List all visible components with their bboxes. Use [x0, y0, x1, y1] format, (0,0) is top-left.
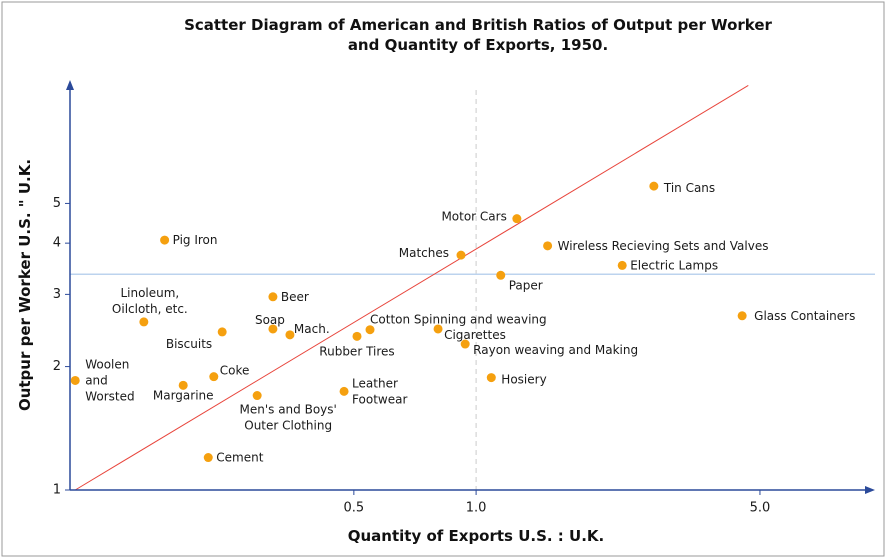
point-label: Electric Lamps: [630, 258, 718, 272]
y-tick-label: 1: [53, 483, 61, 498]
chart-title: Scatter Diagram of American and British …: [184, 16, 772, 54]
point: [365, 325, 375, 335]
x-axis-arrow: [865, 486, 875, 494]
point: [160, 235, 170, 245]
point: [209, 372, 219, 382]
point-label: Rayon weaving and Making: [473, 343, 638, 357]
x-tick-label: 5.0: [750, 501, 771, 516]
y-tick-label: 3: [53, 287, 61, 302]
point: [512, 214, 522, 224]
point-label: Linoleum, Oilcloth, etc.: [112, 285, 188, 315]
point: [203, 453, 213, 463]
y-tick-label: 5: [53, 196, 61, 211]
point-label: Woolen and Worsted: [85, 357, 134, 403]
point: [649, 181, 659, 191]
point-label: Glass Containers: [754, 308, 855, 322]
point: [217, 327, 227, 337]
point: [496, 270, 506, 280]
point: [252, 391, 262, 401]
point-label: Wireless Recieving Sets and Valves: [558, 238, 769, 252]
x-axis-title: Quantity of Exports U.S. : U.K.: [348, 527, 604, 545]
point: [737, 311, 747, 321]
y-tick-label: 2: [53, 359, 61, 374]
point-label: Cotton Spinning and weaving: [370, 312, 547, 326]
point: [178, 380, 188, 390]
point: [268, 292, 278, 302]
y-axis-title: Outpur per Worker U.S. " U.K.: [16, 159, 34, 411]
point: [460, 339, 470, 349]
point-label: Cigarettes: [444, 327, 506, 341]
x-tick-label: 0.5: [344, 501, 365, 516]
point-label: Pig Iron: [173, 233, 218, 247]
point: [486, 373, 496, 383]
point-label: Cement: [216, 450, 263, 464]
point: [268, 324, 278, 334]
point: [543, 241, 553, 251]
y-tick-label: 4: [53, 236, 61, 251]
point-label: Tin Cans: [663, 181, 715, 195]
point-label: Matches: [399, 246, 449, 260]
point-label: Men's and Boys' Outer Clothing: [240, 402, 337, 432]
point-label: Biscuits: [166, 336, 212, 350]
point-label: Motor Cars: [441, 209, 506, 223]
point: [617, 260, 627, 270]
point: [433, 324, 443, 334]
point: [139, 317, 149, 327]
point-label: Beer: [281, 289, 309, 303]
point-label: Rubber Tires: [319, 344, 394, 358]
point-label: Soap: [255, 312, 285, 326]
point: [70, 375, 80, 385]
trend-line: [74, 84, 749, 491]
point-label: Leather Footwear: [352, 376, 407, 406]
point-label: Margarine: [153, 388, 214, 402]
y-axis-arrow: [66, 80, 74, 90]
point: [285, 330, 295, 340]
point: [339, 386, 349, 396]
point-label: Coke: [220, 363, 250, 377]
point-label: Mach.: [294, 321, 330, 335]
x-tick-label: 1.0: [466, 501, 487, 516]
point-label: Paper: [509, 278, 543, 292]
point: [456, 250, 466, 260]
point: [352, 331, 362, 341]
point-label: Hosiery: [501, 372, 546, 386]
